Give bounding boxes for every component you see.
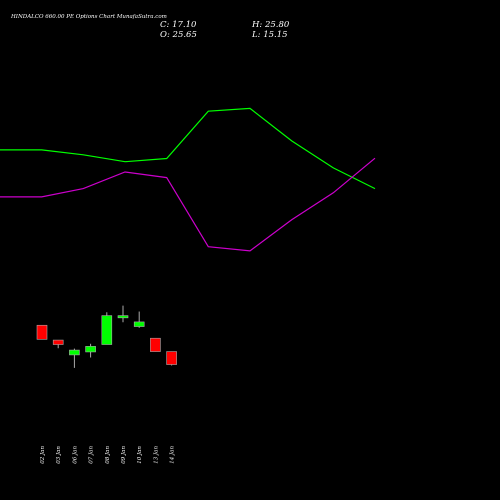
upper-band-line bbox=[0, 107, 376, 190]
candle-body bbox=[52, 339, 64, 345]
candle-body bbox=[69, 349, 80, 356]
candles-group bbox=[36, 305, 177, 368]
x-tick-label: 02 Jan bbox=[40, 446, 46, 464]
candle-body bbox=[150, 337, 161, 352]
x-tick-label: 07 Jan bbox=[89, 446, 95, 464]
chart-title: HINDALCO 660.00 PE Options Chart MunafaS… bbox=[10, 14, 167, 20]
candle-body bbox=[85, 346, 96, 353]
x-tick-label: 09 Jan bbox=[121, 446, 127, 464]
close-value: C: 17.10 bbox=[160, 20, 197, 30]
x-tick-label: 14 Jan bbox=[170, 446, 176, 464]
lower-band-line bbox=[0, 157, 376, 252]
x-axis-tick-labels: 02 Jan 03 Jan 06 Jan 07 Jan 08 Jan 09 Jan 10 J… bbox=[40, 446, 176, 464]
low-value: L: 15.15 bbox=[251, 30, 288, 40]
x-tick-label: 10 Jan bbox=[137, 446, 143, 464]
open-value: O: 25.65 bbox=[160, 30, 197, 40]
candle-body bbox=[101, 315, 113, 345]
candle-body bbox=[166, 351, 177, 365]
candle-body bbox=[117, 315, 129, 319]
candle-body bbox=[133, 321, 145, 327]
x-tick-label: 08 Jan bbox=[105, 446, 111, 464]
x-tick-label: 03 Jan bbox=[56, 446, 62, 464]
x-tick-label: 13 Jan bbox=[153, 446, 159, 464]
x-tick-label: 06 Jan bbox=[72, 446, 78, 464]
candle-body bbox=[36, 324, 48, 340]
high-value: H: 25.80 bbox=[251, 20, 290, 30]
